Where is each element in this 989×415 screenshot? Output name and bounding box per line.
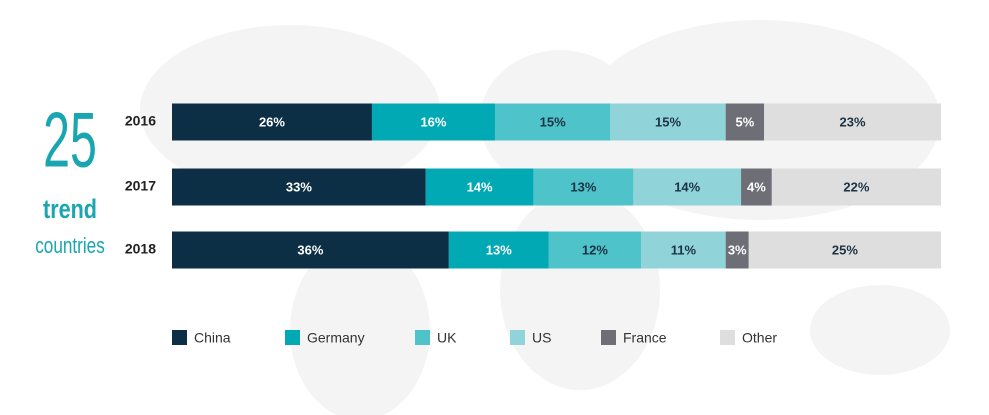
legend-swatch bbox=[510, 330, 525, 345]
data-label: 4% bbox=[747, 179, 766, 194]
legend-swatch bbox=[720, 330, 735, 345]
data-label: 33% bbox=[286, 179, 312, 194]
bar-segment bbox=[641, 231, 726, 269]
y-tick-label: 2016 bbox=[125, 113, 156, 129]
legend-swatch bbox=[601, 330, 616, 345]
bar-segment bbox=[725, 231, 749, 269]
data-label: 14% bbox=[674, 179, 700, 194]
bar-segment bbox=[633, 168, 742, 206]
data-label: 13% bbox=[486, 242, 512, 257]
bar-segment bbox=[494, 103, 611, 141]
legend-label: Other bbox=[742, 330, 777, 346]
bar-segment bbox=[533, 168, 634, 206]
legend-label: China bbox=[194, 330, 231, 346]
y-tick-label: 2018 bbox=[125, 241, 156, 257]
data-label: 11% bbox=[671, 242, 697, 257]
callout-label: countries bbox=[35, 234, 105, 259]
bar-segment bbox=[741, 168, 772, 206]
bar-segment bbox=[448, 231, 549, 269]
legend-label: UK bbox=[437, 330, 457, 346]
bar-segment bbox=[764, 103, 941, 141]
bar-segment bbox=[725, 103, 765, 141]
data-label: 16% bbox=[420, 114, 446, 129]
data-label: 15% bbox=[540, 114, 566, 129]
data-label: 26% bbox=[259, 114, 285, 129]
bar-segment bbox=[610, 103, 726, 141]
data-label: 5% bbox=[736, 114, 755, 129]
bar-segment bbox=[748, 231, 941, 269]
bar-segment bbox=[172, 231, 449, 269]
legend-swatch bbox=[285, 330, 300, 345]
data-label: 3% bbox=[728, 242, 747, 257]
legend-label: France bbox=[623, 330, 667, 346]
data-label: 22% bbox=[843, 179, 869, 194]
data-label: 14% bbox=[467, 179, 493, 194]
y-tick-label: 2017 bbox=[125, 178, 156, 194]
bar-segment bbox=[548, 231, 642, 269]
legend-swatch bbox=[172, 330, 187, 345]
data-label: 36% bbox=[297, 242, 323, 257]
bar-segment bbox=[172, 168, 426, 206]
map-background bbox=[140, 20, 950, 415]
data-label: 12% bbox=[582, 242, 608, 257]
data-label: 13% bbox=[570, 179, 596, 194]
legend-swatch bbox=[415, 330, 430, 345]
bar-segment bbox=[172, 103, 372, 141]
callout-number: 25 bbox=[43, 96, 97, 184]
data-label: 15% bbox=[655, 114, 681, 129]
bar-segment bbox=[371, 103, 495, 141]
data-label: 25% bbox=[832, 242, 858, 257]
bar-segment bbox=[425, 168, 534, 206]
legend-label: US bbox=[532, 330, 551, 346]
data-label: 23% bbox=[840, 114, 866, 129]
bar-segment bbox=[771, 168, 941, 206]
callout-label: trend bbox=[43, 195, 97, 225]
legend-label: Germany bbox=[307, 330, 365, 346]
